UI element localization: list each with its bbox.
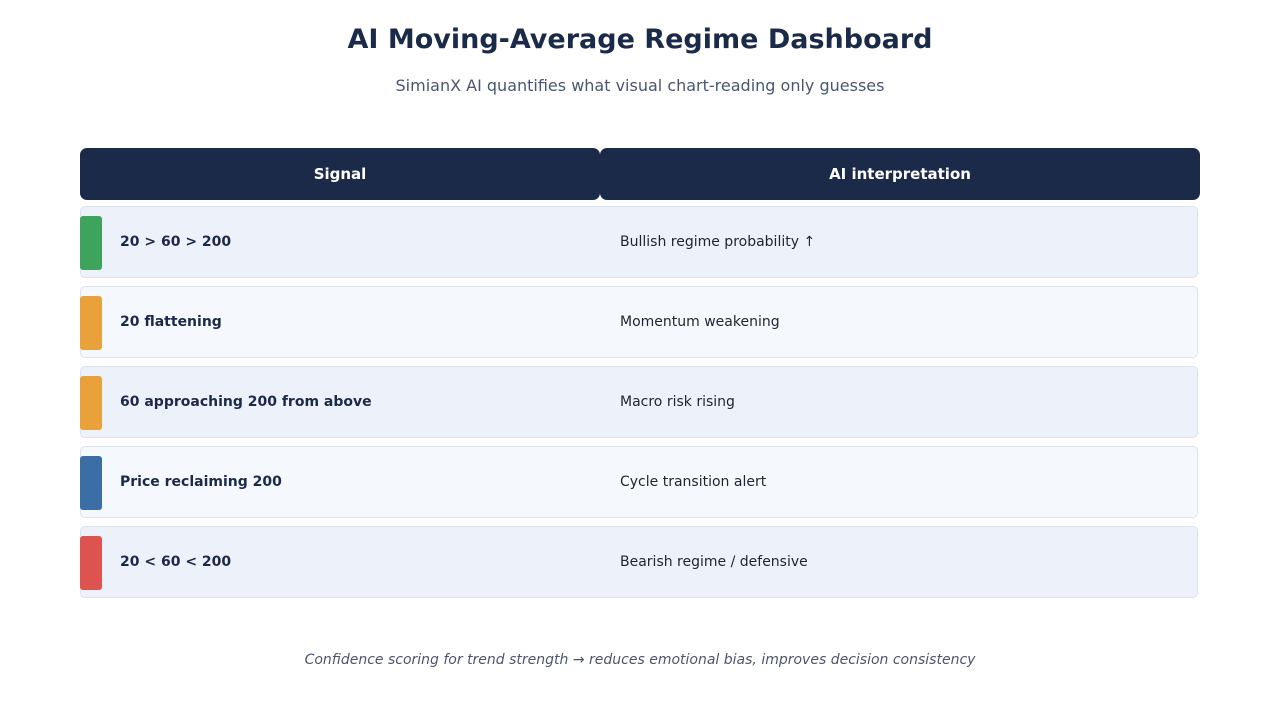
row-accent-bar [80,296,102,350]
table-row: 60 approaching 200 from above Macro risk… [80,366,1198,438]
row-accent-bar [80,456,102,510]
table-row: 20 flattening Momentum weakening [80,286,1198,358]
signal-cell: 20 flattening [120,314,222,330]
table-row: Price reclaiming 200 Cycle transition al… [80,446,1198,518]
page-title: AI Moving-Average Regime Dashboard [347,24,933,55]
table-row: 20 < 60 < 200 Bearish regime / defensive [80,526,1198,598]
signal-cell: 20 > 60 > 200 [120,234,232,250]
signal-cell: 60 approaching 200 from above [120,394,372,410]
interpretation-cell: Bearish regime / defensive [620,554,808,570]
page-subtitle: SimianX AI quantifies what visual chart-… [395,76,885,95]
interpretation-cell: Bullish regime probability ↑ [620,234,816,250]
table-row: 20 > 60 > 200 Bullish regime probability… [80,206,1198,278]
interpretation-cell: Macro risk rising [620,394,735,410]
signal-cell: 20 < 60 < 200 [120,554,232,570]
column-header-ai-interpretation: AI interpretation [600,148,1200,200]
footer-note: Confidence scoring for trend strength → … [304,652,976,668]
column-header-signal: Signal [80,148,600,200]
row-accent-bar [80,376,102,430]
row-accent-bar [80,536,102,590]
interpretation-cell: Momentum weakening [620,314,780,330]
row-accent-bar [80,216,102,270]
signal-cell: Price reclaiming 200 [120,474,282,490]
interpretation-cell: Cycle transition alert [620,474,767,490]
